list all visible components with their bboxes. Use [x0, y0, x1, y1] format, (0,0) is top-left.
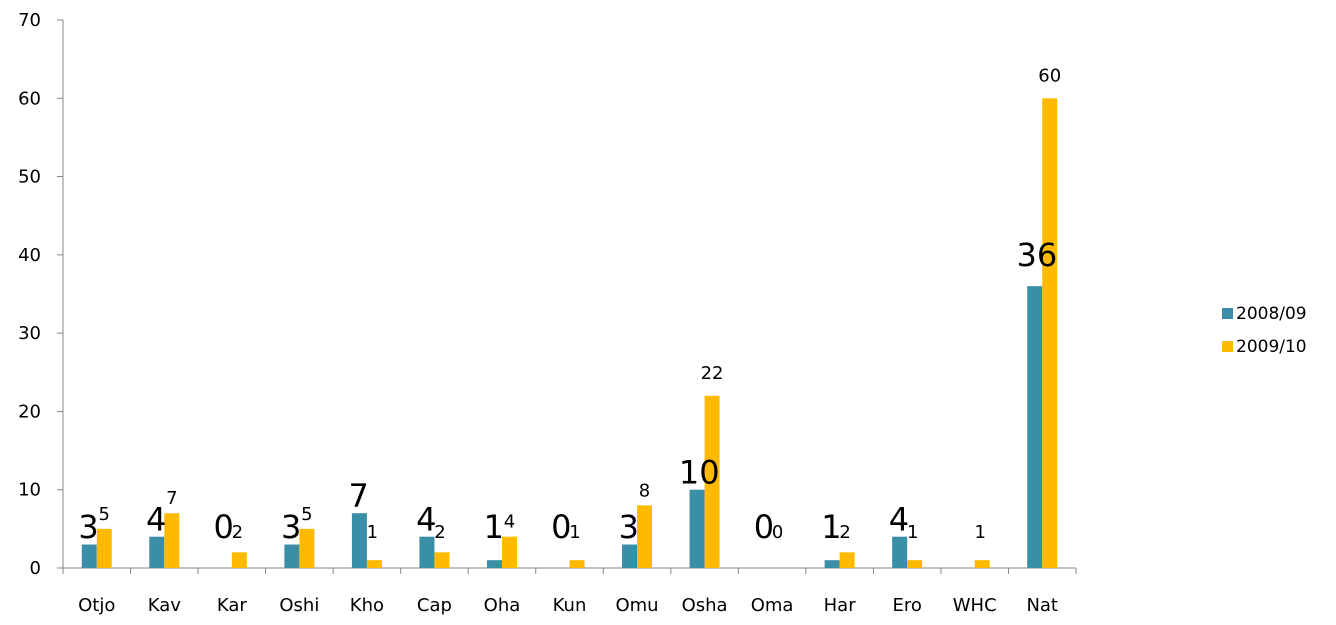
x-axis: Otjo Kav Kar Oshi Kho Cap Oha Kun Omu Osha Oma Har E…	[62, 567, 1077, 616]
bar-series-2	[366, 560, 382, 568]
bar-series-1	[419, 536, 435, 568]
bar-series-2	[637, 505, 653, 568]
bar-series-2	[704, 395, 720, 568]
x-tick-label: Kun	[553, 595, 587, 616]
x-tick-label: Ero	[892, 595, 921, 616]
data-label-series-1: 1	[821, 508, 841, 546]
bar-series-2	[907, 560, 923, 568]
x-tick-label: Osha	[682, 595, 728, 616]
data-label-series-1: 3	[78, 508, 98, 546]
data-label-series-2: 1	[367, 522, 378, 543]
data-label-series-2: 5	[301, 504, 312, 525]
bar-series-2	[164, 513, 180, 568]
bar-series-1	[351, 513, 367, 568]
bar-series-1	[149, 536, 165, 568]
data-label-series-1: 4	[416, 501, 436, 539]
legend: 2008/09 2009/10	[1222, 304, 1307, 357]
bar-series-2	[434, 552, 450, 568]
bar-series-1	[486, 560, 502, 568]
y-tick-label: 60	[18, 88, 41, 109]
bar-series-2	[299, 528, 315, 568]
data-label-series-1: 3	[619, 508, 639, 546]
data-label-series-2: 2	[232, 522, 243, 543]
bar-series-2	[96, 528, 112, 568]
bars	[81, 98, 1058, 569]
x-tick-label: Har	[824, 595, 857, 616]
data-label-series-2: 5	[99, 504, 110, 525]
x-tick-label: Oma	[751, 595, 794, 616]
y-tick-label: 20	[18, 401, 41, 422]
bar-series-2	[501, 536, 517, 568]
data-label-series-2: 2	[434, 522, 445, 543]
legend-swatch	[1222, 308, 1233, 319]
data-label-series-2: 4	[504, 512, 515, 533]
data-label-series-1: 1	[484, 508, 504, 546]
data-label-series-2: 1	[907, 522, 918, 543]
x-tick-label: Cap	[417, 595, 452, 616]
data-label-series-2: 8	[639, 480, 650, 501]
bar-series-2	[839, 552, 855, 568]
x-tick-label: Otjo	[78, 595, 115, 616]
data-label-series-2: 1	[569, 522, 580, 543]
data-label-series-1: 0	[754, 508, 774, 546]
y-tick-label: 40	[18, 245, 41, 266]
data-label-series-1: 36	[1017, 236, 1058, 274]
data-label-series-1: 4	[889, 501, 909, 539]
bar-series-2	[1042, 98, 1058, 569]
bar-series-1	[284, 544, 300, 568]
data-label-series-2: 1	[974, 522, 985, 543]
data-label-series-1: 7	[349, 477, 369, 515]
bar-series-2	[231, 552, 247, 568]
legend-swatch	[1222, 341, 1233, 352]
y-tick-label: 50	[18, 167, 41, 188]
bar-series-1	[689, 489, 705, 568]
x-tick-label: Kar	[217, 595, 248, 616]
y-tick-label: 30	[18, 323, 41, 344]
x-tick-label: Kho	[350, 595, 384, 616]
data-label-series-2: 7	[166, 488, 177, 509]
y-axis: 0 10 20 30 40 50 60 70	[18, 10, 64, 579]
bar-series-2	[974, 560, 990, 568]
legend-label: 2008/09	[1236, 304, 1307, 324]
data-label-series-1: 4	[146, 501, 166, 539]
bar-series-1	[622, 544, 638, 568]
data-label-series-1: 10	[679, 454, 720, 492]
x-tick-label: Nat	[1026, 595, 1058, 616]
data-label-series-2: 2	[839, 522, 850, 543]
bar-series-1	[892, 536, 908, 568]
bar-series-2	[569, 560, 585, 568]
data-label-series-2: 60	[1038, 65, 1061, 86]
data-label-series-1: 0	[213, 508, 233, 546]
x-tick-label: Oshi	[279, 595, 319, 616]
y-tick-label: 10	[18, 480, 41, 501]
x-tick-label: Oha	[484, 595, 521, 616]
data-label-series-2: 0	[772, 522, 783, 543]
bar-series-1	[824, 560, 840, 568]
legend-label: 2009/10	[1236, 337, 1307, 357]
data-label-series-1: 3	[281, 508, 301, 546]
data-label-series-1: 0	[551, 508, 571, 546]
bar-series-1	[81, 544, 97, 568]
data-label-series-2: 22	[701, 363, 724, 384]
bar-series-1	[1027, 286, 1043, 568]
x-tick-label: Omu	[615, 595, 658, 616]
y-tick-label: 70	[18, 10, 41, 31]
y-tick-label: 0	[30, 558, 41, 579]
x-tick-label: Kav	[148, 595, 182, 616]
x-tick-label: WHC	[953, 595, 997, 616]
